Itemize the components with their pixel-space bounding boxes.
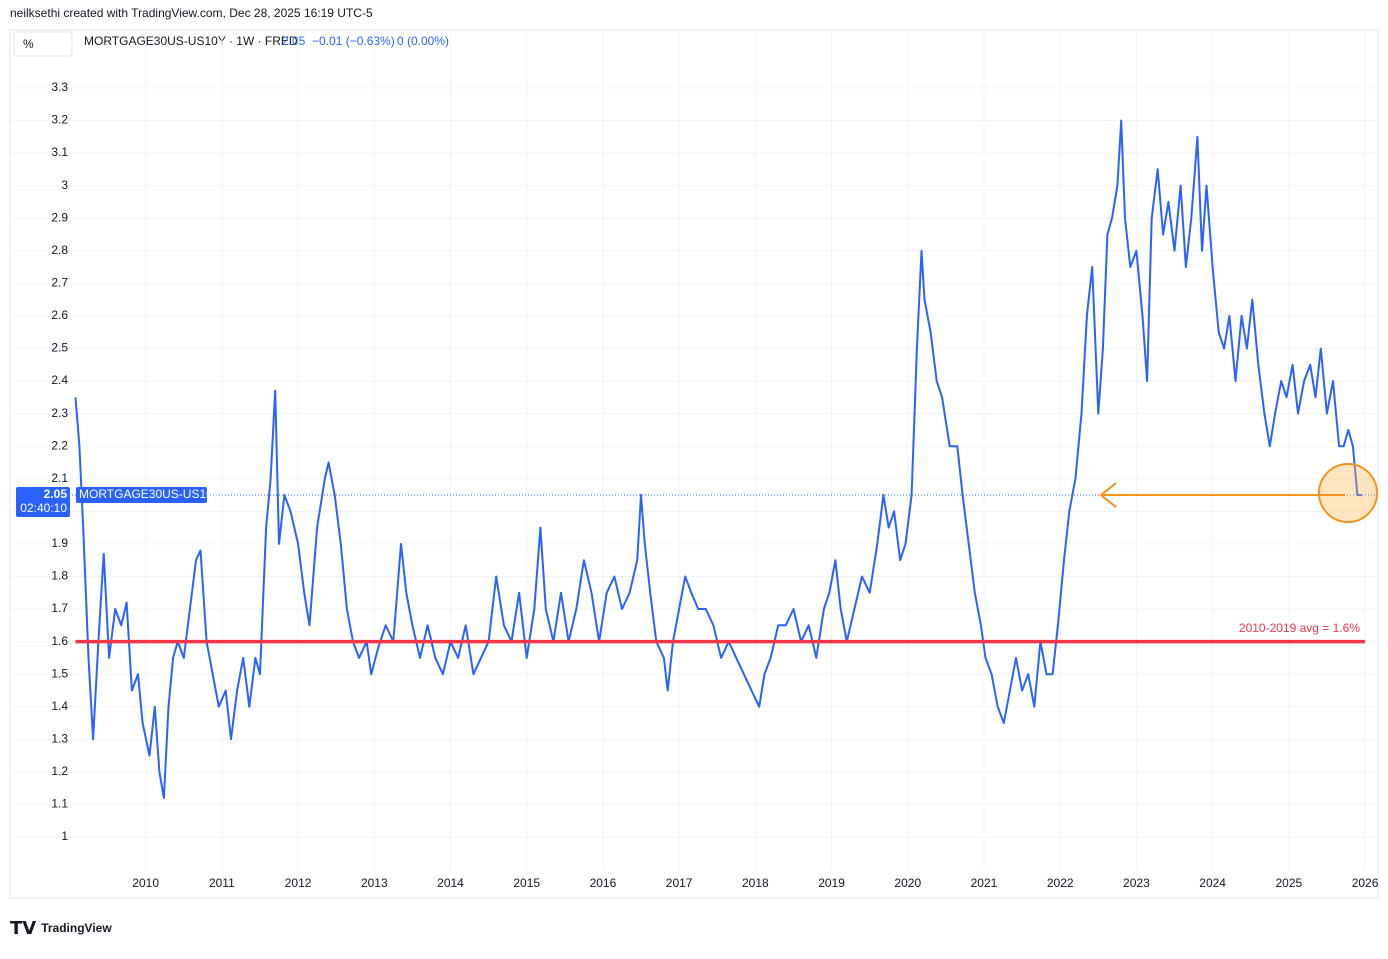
y-tick-label: 2.4 [51,373,68,387]
y-tick-label: 2.7 [51,276,68,290]
x-tick-label: 2013 [361,876,388,890]
series-name-label: MORTGAGE30US-US10Y [79,487,221,501]
highlight-circle [1318,463,1378,524]
y-tick-label: 1.6 [51,634,68,648]
brand-logo: 𝗧𝗩 TradingView [10,918,112,938]
x-tick-label: 2025 [1275,876,1302,890]
unit-button[interactable] [13,31,73,57]
x-tick-label: 2021 [971,876,998,890]
arrow-head [1099,482,1117,508]
avg-label: 2010-2019 avg = 1.6% [1239,621,1360,635]
y-tick-label: 3.2 [51,113,68,127]
y-tick-label: 2.8 [51,243,68,257]
y-tick-label: 3 [61,178,68,192]
y-tick-label: 1.5 [51,666,68,680]
price-label-countdown: 02:40:10 [20,501,67,515]
y-tick-label: 1.4 [51,699,68,713]
x-tick-label: 2026 [1352,876,1379,890]
x-tick-label: 2022 [1047,876,1074,890]
x-tick-label: 2020 [894,876,921,890]
price-label-box [16,487,70,518]
unit-label: % [23,37,34,51]
y-tick-label: 1 [61,829,68,843]
x-tick-label: 2018 [742,876,769,890]
x-tick-label: 2024 [1199,876,1226,890]
y-tick-label: 3.3 [51,80,68,94]
x-tick-label: 2011 [209,876,235,890]
plot-frame [9,29,1379,899]
legend-change: −0.01 (−0.63%) [312,34,395,48]
y-tick-label: 1.2 [51,764,68,778]
x-tick-label: 2016 [590,876,617,890]
y-tick-label: 2.5 [51,341,68,355]
x-tick-label: 2019 [818,876,845,890]
y-tick-label: 2.6 [51,308,68,322]
x-tick-label: 2015 [513,876,540,890]
legend-symbol: MORTGAGE30US-US10Y · 1W · FRED [84,34,298,48]
plot: 11.11.21.31.41.51.61.71.81.922.12.22.32.… [10,30,1379,890]
y-tick-label: 1.7 [51,601,68,615]
x-tick-label: 2010 [132,876,159,890]
legend-volume: 0 (0.00%) [397,34,449,48]
x-tick-label: 2014 [437,876,464,890]
y-tick-label: 1.8 [51,569,68,583]
series-line [74,119,1362,799]
legend-value: 2.05 [282,34,306,48]
y-tick-label: 2.9 [51,210,68,224]
y-tick-label: 1.9 [51,536,68,550]
y-tick-label: 1.3 [51,731,68,745]
y-tick-label: 2.3 [51,406,68,420]
y-tick-label: 3.1 [51,145,68,159]
y-tick-label: 2.2 [51,438,68,452]
y-tick-label: 2.1 [51,471,68,485]
credit: neilksethi created with TradingView.com,… [10,6,373,20]
x-tick-label: 2023 [1123,876,1150,890]
price-label-value: 2.05 [44,487,68,501]
y-tick-label: 1.1 [51,797,68,811]
series-name-box [76,487,207,504]
x-tick-label: 2017 [666,876,693,890]
x-tick-label: 2012 [285,876,312,890]
